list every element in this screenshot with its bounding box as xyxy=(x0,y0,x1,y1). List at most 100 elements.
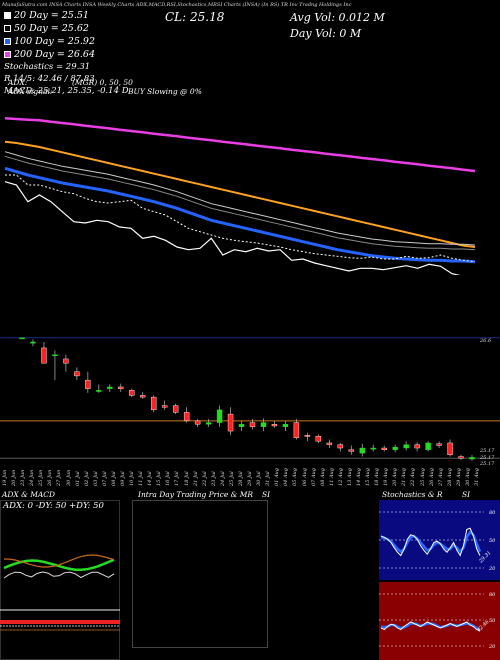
avg-volume: Avg Vol: 0.012 M xyxy=(290,11,385,24)
stoch-k-line xyxy=(380,527,481,557)
candle-body xyxy=(85,379,91,389)
candle-body xyxy=(194,420,201,425)
candle-body xyxy=(282,424,289,428)
date-tick: 21 Aug xyxy=(401,468,408,486)
macd-readout: MACD: 25.21, 25.35, -0.14 D xyxy=(4,86,129,96)
candle-body xyxy=(216,409,223,423)
candle-body xyxy=(151,396,157,411)
date-tick: 23 Jun xyxy=(20,469,27,486)
date-tick: 24 Jul xyxy=(219,471,226,486)
date-tick: 25 Jun xyxy=(38,469,45,486)
day-volume: Day Vol: 0 M xyxy=(290,27,362,40)
adx-macd-title: ADX & MACD xyxy=(2,490,56,499)
candle-body xyxy=(326,442,333,445)
date-tick: 31 Aug xyxy=(474,468,480,486)
candle-body xyxy=(118,386,124,389)
date-tick: 16 Jul xyxy=(165,471,172,486)
stochastics-readout: Stochastics = 29.31 xyxy=(4,62,91,72)
date-tick: 19 Aug xyxy=(383,468,390,486)
adx-readout: ADX: 0 -DY: 50 +DY: 50 xyxy=(3,501,104,511)
date-tick: 11 Aug xyxy=(328,468,335,486)
date-tick: 08 Jul xyxy=(110,471,117,486)
intraday-title: Intra Day Trading Price & MR xyxy=(138,490,254,499)
date-tick: 18 Aug xyxy=(374,468,381,486)
moving-average-chart xyxy=(4,117,476,275)
ma20-swatch xyxy=(4,12,11,19)
date-tick: 03 Jul xyxy=(92,471,99,486)
candle-body xyxy=(359,447,365,454)
candle-body xyxy=(370,447,376,450)
ma20-label: 20 Day = 25.51 xyxy=(14,10,89,21)
upper-band-line-2 xyxy=(4,155,476,251)
candle-body xyxy=(271,424,278,427)
date-tick: 14 Aug xyxy=(356,468,362,486)
candle-body xyxy=(107,386,113,389)
candle-body xyxy=(183,412,190,422)
candle-body xyxy=(458,456,464,459)
candle-body xyxy=(348,449,354,452)
date-tick: 19 Jun xyxy=(2,469,8,486)
date-tick: 23 Jul xyxy=(210,471,217,486)
candle-body xyxy=(74,371,80,377)
candle-body xyxy=(161,405,168,408)
date-tick: 15 Aug xyxy=(365,468,372,486)
candle-body xyxy=(30,341,36,344)
candle-body xyxy=(227,413,234,432)
date-tick: 27 Aug xyxy=(437,468,444,486)
date-tick: 24 Jun xyxy=(29,469,36,486)
legend-ma20: 20 Day = 25.51 xyxy=(4,10,89,21)
stochastics-title: Stochastics & R xyxy=(382,490,443,499)
adx-minus-line xyxy=(3,554,115,568)
date-tick: 20 Jun xyxy=(11,469,18,486)
legend-ma50: 50 Day = 25.62 xyxy=(4,23,89,34)
price-tick-bot: 25.17 xyxy=(480,455,495,461)
candle-body xyxy=(19,337,25,340)
date-tick: 28 Jul xyxy=(238,471,244,486)
candle-body xyxy=(140,395,146,398)
candle-body xyxy=(392,446,398,450)
macd-signal-bar xyxy=(0,620,120,624)
candle-body xyxy=(249,422,256,428)
si-label-1: SI xyxy=(262,490,271,499)
intraday-panel xyxy=(132,500,268,648)
adx-macd-plot xyxy=(0,554,120,631)
candle-body xyxy=(63,358,69,364)
date-tick: 21 Jul xyxy=(192,471,199,486)
candle-body xyxy=(129,390,135,396)
si-label-2: SI xyxy=(462,490,471,499)
date-tick: 14 Jul xyxy=(147,471,154,486)
date-tick: 17 Jul xyxy=(174,471,181,486)
price-tick-mid: 25.17 xyxy=(480,448,495,454)
legend-ma100: 100 Day = 25.92 xyxy=(4,36,95,47)
candle-body xyxy=(172,405,179,413)
ma100-label: 100 Day = 25.92 xyxy=(14,36,95,47)
upper-band-line xyxy=(4,151,476,246)
date-tick: 18 Jul xyxy=(183,471,190,486)
date-tick: 29 Aug xyxy=(455,468,462,486)
date-tick: 07 Jul xyxy=(101,471,108,486)
date-tick: 22 Aug xyxy=(410,468,417,486)
close-line xyxy=(4,181,461,275)
date-tick: 13 Aug xyxy=(346,468,353,486)
ma100-swatch xyxy=(4,38,11,45)
date-tick: 09 Jul xyxy=(120,471,126,486)
page-header: MunafaSutra.com INSA Charts INSA Weekly … xyxy=(2,2,352,8)
mrsi-tick: 80 xyxy=(489,592,496,598)
adx-label: ADX: xyxy=(8,78,28,87)
adx-values: (MGR) 0, 50, 50 xyxy=(72,78,133,87)
candle-body xyxy=(381,447,387,450)
ma50-swatch xyxy=(4,25,11,32)
candle-body xyxy=(403,444,409,449)
candle-body xyxy=(436,443,442,446)
ma20-line xyxy=(5,174,476,263)
date-tick: 06 Aug xyxy=(301,468,308,486)
candle-body xyxy=(41,347,47,364)
mrsi-line xyxy=(380,621,481,632)
buy-signal: BUY Slowing @ 0% xyxy=(128,87,202,96)
date-tick: 07 Aug xyxy=(310,468,317,486)
date-tick: 27 Jun xyxy=(56,469,63,486)
date-tick: 12 Aug xyxy=(337,468,344,486)
date-tick: 25 Jul xyxy=(228,471,235,486)
candle-body xyxy=(315,435,322,442)
